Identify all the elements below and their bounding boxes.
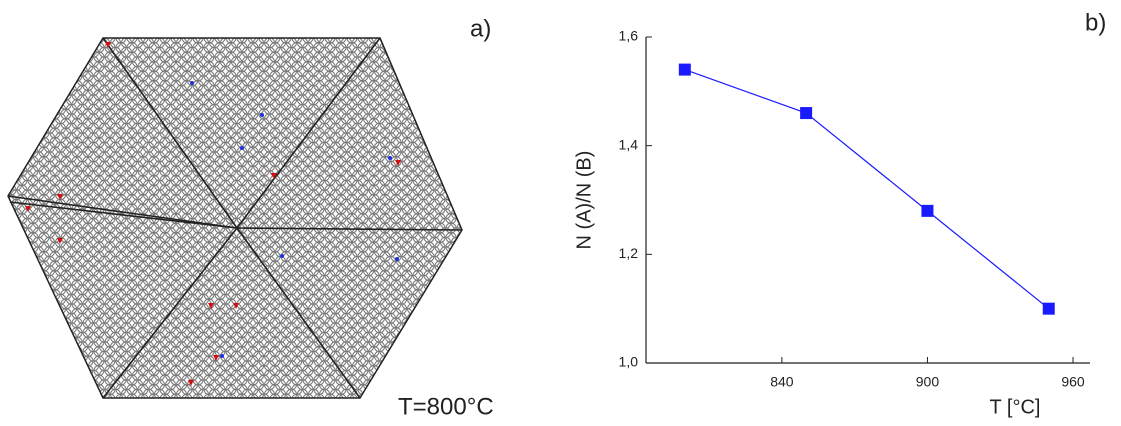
- data-line: [685, 70, 1049, 309]
- x-tick-label: 840: [770, 374, 794, 390]
- y-tick-label: 1,4: [619, 136, 639, 152]
- figure: a) T=800°C b) T [°C] N (A)/N (B) 1,0 1,2 1…: [0, 0, 1121, 421]
- x-tick-label: 960: [1061, 374, 1085, 390]
- y-tick-label: 1,6: [619, 28, 639, 44]
- x-tick-label: 900: [916, 374, 940, 390]
- x-axis-label: T [°C]: [990, 396, 1041, 418]
- y-tick-label: 1,2: [619, 245, 639, 261]
- annotation: T=800°C: [398, 393, 494, 420]
- data-point: [800, 107, 812, 119]
- lattice-panel: a) T=800°C: [8, 15, 494, 420]
- data-point: [921, 205, 933, 217]
- data-point: [1043, 303, 1055, 315]
- hexagon: [8, 38, 462, 398]
- data-point: [679, 64, 691, 76]
- y-tick-label: 1,0: [619, 354, 639, 370]
- y-axis-label: N (A)/N (B): [573, 151, 595, 250]
- panel-label: b): [1085, 9, 1106, 36]
- panel-label: a): [470, 15, 491, 42]
